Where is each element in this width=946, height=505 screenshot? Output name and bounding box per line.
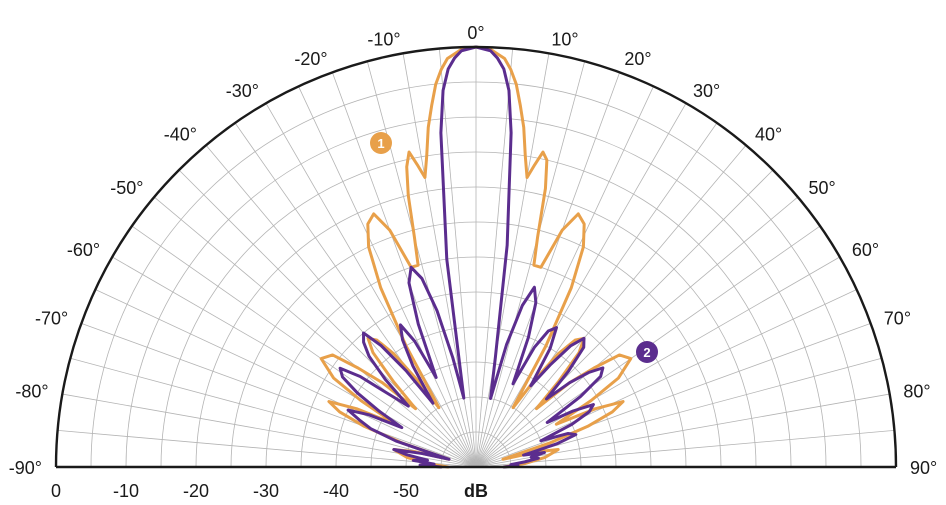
chart-frame: [54, 45, 898, 469]
grid-spoke: [475, 86, 654, 468]
grid-spoke: [475, 256, 840, 468]
grid-spoke: [475, 48, 514, 468]
grid-spoke: [298, 86, 477, 468]
grid-spoke: [475, 196, 798, 468]
angle-tick-label: -50°: [110, 178, 143, 198]
grid-spoke: [475, 145, 747, 468]
grid-spoke: [475, 322, 871, 468]
grid-spoke: [475, 61, 586, 468]
grid-spoke: [57, 429, 477, 468]
grid-spoke: [265, 103, 477, 468]
grid-spoke: [475, 72, 621, 468]
angle-tick-label: -70°: [35, 309, 68, 329]
grid-spoke: [70, 357, 477, 468]
grid-spoke: [475, 289, 857, 468]
grid-spoke: [81, 322, 477, 468]
grid-spoke: [131, 225, 477, 468]
angle-tick-label: 60°: [852, 240, 879, 260]
radial-tick-label: -10: [113, 481, 139, 501]
radial-tick-label: 0: [51, 481, 61, 501]
angle-tick-label: -90°: [9, 458, 42, 478]
polar-grid: [57, 47, 895, 468]
series-1-marker: [370, 132, 392, 154]
angle-tick-label: 40°: [755, 125, 782, 145]
grid-spoke: [95, 289, 477, 468]
angle-tick-label: 50°: [809, 178, 836, 198]
angle-tick-label: 20°: [624, 49, 651, 69]
grid-spoke: [234, 122, 477, 468]
series-1-marker-label: 1: [377, 136, 384, 151]
angle-tick-label: 90°: [910, 458, 937, 478]
grid-spoke: [112, 256, 477, 468]
grid-spoke: [205, 145, 477, 468]
angle-tick-label: -40°: [164, 125, 197, 145]
grid-spoke: [475, 53, 550, 468]
grid-spoke: [178, 169, 477, 468]
angle-tick-label: 10°: [551, 30, 578, 50]
angle-labels: -90° -80° -70° -60° -50° -40° -30° -20° -10° 0° 10…: [9, 23, 937, 478]
angle-tick-label: 80°: [903, 382, 930, 402]
radial-tick-label: -40: [323, 481, 349, 501]
grid-spoke: [475, 393, 890, 468]
angle-tick-label: -60°: [67, 240, 100, 260]
angle-tick-label: -80°: [15, 382, 48, 402]
series-2-marker-label: 2: [643, 345, 650, 360]
grid-spoke: [438, 48, 477, 468]
radial-labels: 0 -10 -20 -30 -40 -50: [51, 481, 419, 501]
outer-arc: [54, 45, 898, 468]
radial-tick-label: -50: [393, 481, 419, 501]
angle-tick-label: -10°: [367, 30, 400, 50]
angle-tick-label: 70°: [884, 309, 911, 329]
grid-spoke: [154, 196, 477, 468]
series-markers: 12: [370, 132, 658, 363]
radial-unit-label: dB: [464, 481, 488, 501]
grid-spoke: [475, 169, 774, 468]
angle-tick-label: -30°: [226, 81, 259, 101]
angle-tick-label: 0°: [467, 23, 484, 43]
series-2-marker: [636, 341, 658, 363]
angle-tick-label: 30°: [693, 81, 720, 101]
grid-spoke: [475, 429, 895, 468]
radial-tick-label: -30: [253, 481, 279, 501]
radial-tick-label: -20: [183, 481, 209, 501]
grid-spoke: [475, 122, 718, 468]
grid-spoke: [366, 61, 477, 468]
angle-tick-label: -20°: [294, 49, 327, 69]
grid-spoke: [331, 72, 477, 468]
grid-spoke: [475, 103, 687, 468]
